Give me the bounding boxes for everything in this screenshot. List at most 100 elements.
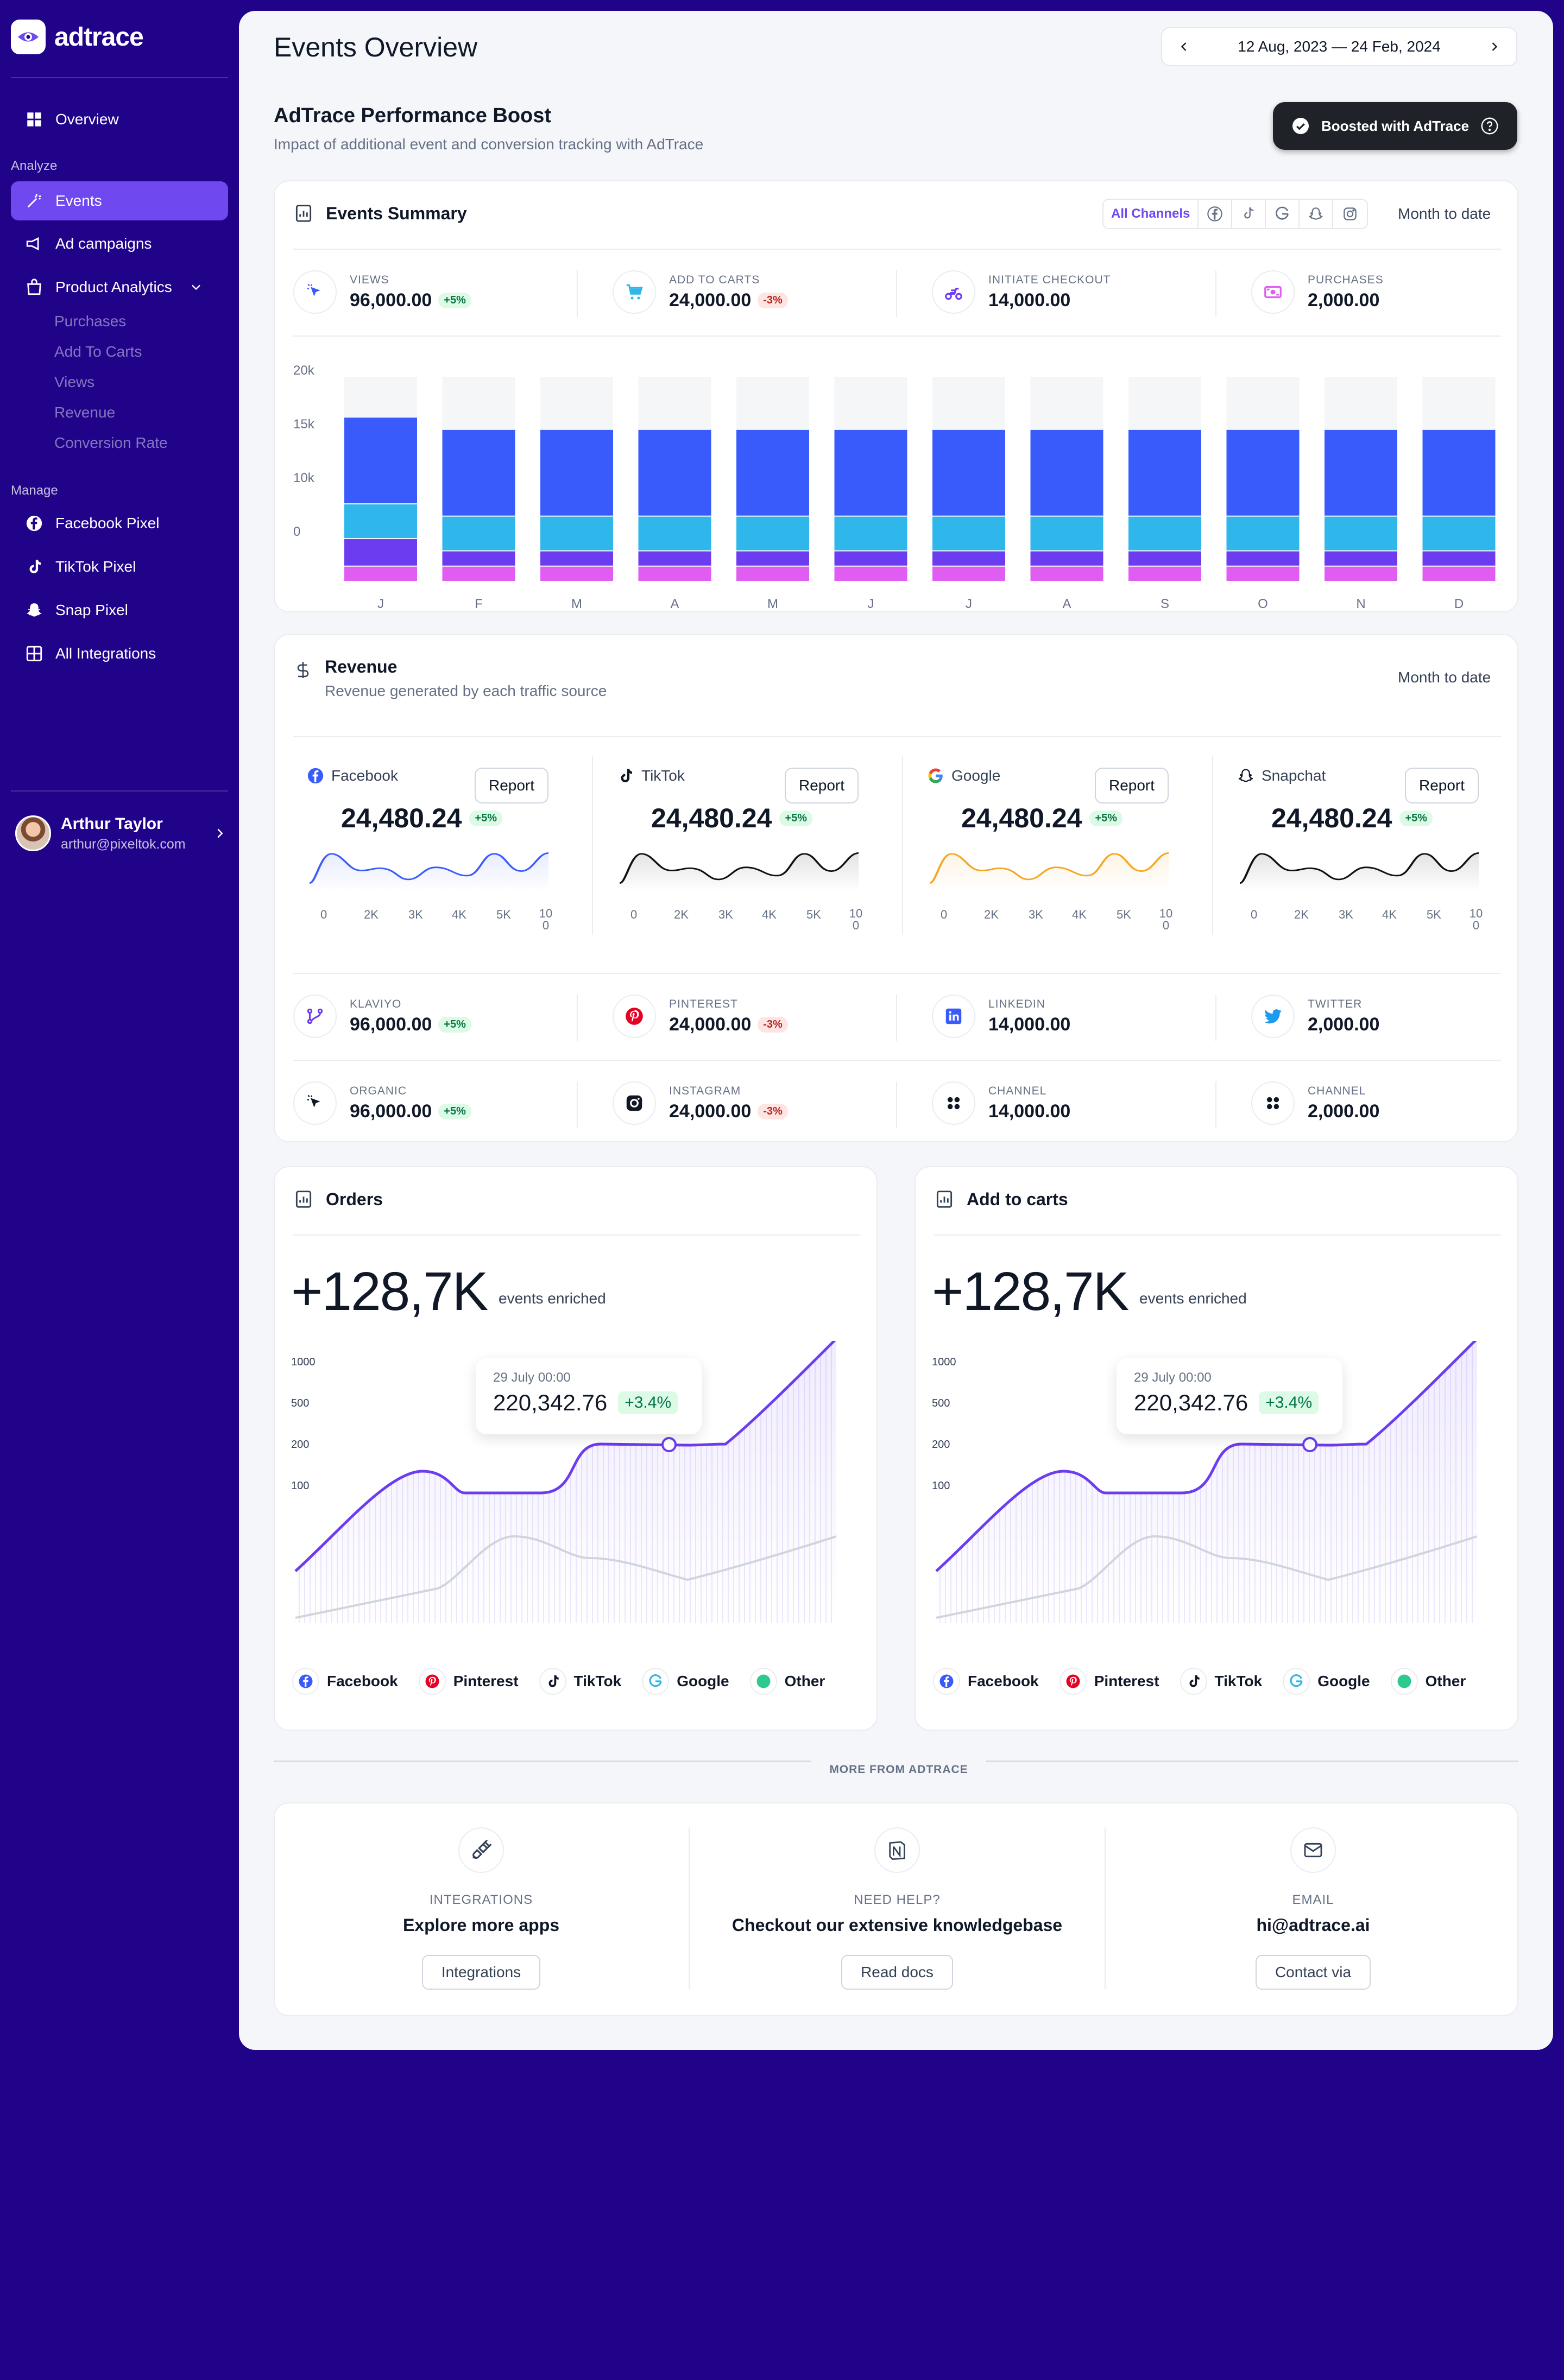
bar-segment-add-to-carts[interactable] — [442, 516, 515, 550]
bar-segment-views[interactable] — [834, 429, 907, 516]
sidebar-item-tiktok-pixel[interactable]: TikTok Pixel — [11, 547, 228, 586]
sidebar-item-product-analytics[interactable]: Product Analytics — [11, 268, 228, 307]
bar-segment-purchases[interactable] — [736, 566, 809, 581]
report-button[interactable]: Report — [785, 768, 859, 803]
report-button[interactable]: Report — [1405, 768, 1479, 803]
read-docs-button[interactable]: Read docs — [841, 1955, 953, 1990]
legend-item-pinterest[interactable]: Pinterest — [418, 1668, 519, 1695]
sidebar-subitem-views[interactable]: Views — [54, 374, 95, 390]
bar-segment-views[interactable] — [1325, 429, 1397, 516]
bar-segment-purchases[interactable] — [442, 566, 515, 581]
bar-segment-views[interactable] — [344, 417, 417, 504]
contact-button[interactable]: Contact via — [1255, 1955, 1371, 1990]
sidebar-subitem-conversion-rate[interactable]: Conversion Rate — [54, 434, 168, 451]
boosted-button[interactable]: Boosted with AdTrace — [1273, 102, 1517, 150]
user-profile[interactable]: Arthur Taylor arthur@pixeltok.com — [11, 809, 228, 858]
bar-segment-initiate-checkout[interactable] — [834, 551, 907, 566]
bar-segment-purchases[interactable] — [932, 566, 1005, 581]
sidebar-item-facebook-pixel[interactable]: Facebook Pixel — [11, 504, 228, 543]
bar-segment-initiate-checkout[interactable] — [1128, 551, 1201, 566]
filter-all-channels[interactable]: All Channels — [1103, 200, 1199, 228]
bar-segment-add-to-carts[interactable] — [736, 516, 809, 550]
bar-segment-purchases[interactable] — [1226, 566, 1300, 581]
period-selector[interactable]: Month to date — [1398, 669, 1491, 686]
sidebar-item-events[interactable]: Events — [11, 181, 228, 220]
filter-instagram[interactable] — [1333, 200, 1367, 228]
bar-segment-purchases[interactable] — [638, 566, 711, 581]
legend-item-facebook[interactable]: Facebook — [292, 1668, 398, 1695]
divider — [986, 1761, 1518, 1762]
chevron-right-icon[interactable] — [1487, 39, 1502, 54]
logo[interactable]: adtrace — [11, 20, 144, 54]
bar-segment-views[interactable] — [1226, 429, 1300, 516]
bar-segment-add-to-carts[interactable] — [834, 516, 907, 550]
legend-item-pinterest[interactable]: Pinterest — [1059, 1668, 1159, 1695]
sidebar-item-overview[interactable]: Overview — [11, 100, 228, 139]
bar-segment-views[interactable] — [638, 429, 711, 516]
legend-item-other[interactable]: Other — [1390, 1668, 1466, 1695]
bar-segment-initiate-checkout[interactable] — [1325, 551, 1397, 566]
legend-item-other[interactable]: Other — [749, 1668, 825, 1695]
bar-segment-initiate-checkout[interactable] — [932, 551, 1005, 566]
bar-segment-add-to-carts[interactable] — [1325, 516, 1397, 550]
x-tick-label: J — [377, 597, 384, 611]
sidebar-item-all-integrations[interactable]: All Integrations — [11, 634, 228, 673]
bar-segment-views[interactable] — [932, 429, 1005, 516]
sidebar-subitem-add-to-carts[interactable]: Add To Carts — [54, 343, 142, 360]
sidebar-item-ad-campaigns[interactable]: Ad campaigns — [11, 224, 228, 263]
bar-segment-add-to-carts[interactable] — [1422, 516, 1496, 550]
hover-point[interactable] — [1302, 1437, 1317, 1452]
bar-segment-add-to-carts[interactable] — [1128, 516, 1201, 550]
bar-segment-add-to-carts[interactable] — [932, 516, 1005, 550]
bar-segment-initiate-checkout[interactable] — [540, 551, 613, 566]
bar-segment-add-to-carts[interactable] — [1226, 516, 1300, 550]
bar-segment-purchases[interactable] — [1128, 566, 1201, 581]
bar-segment-purchases[interactable] — [1422, 566, 1496, 581]
channel-filter[interactable]: All Channels — [1102, 199, 1368, 229]
bar-segment-initiate-checkout[interactable] — [1030, 551, 1103, 566]
pinterest-icon — [1059, 1668, 1087, 1695]
bar-segment-initiate-checkout[interactable] — [638, 551, 711, 566]
help-main[interactable]: hi@adtrace.ai — [1256, 1915, 1370, 1935]
chevron-left-icon[interactable] — [1176, 39, 1191, 54]
bar-segment-add-to-carts[interactable] — [638, 516, 711, 550]
filter-facebook[interactable] — [1199, 200, 1233, 228]
filter-tiktok[interactable] — [1232, 200, 1266, 228]
legend-item-tiktok[interactable]: TikTok — [539, 1668, 621, 1695]
legend-item-google[interactable]: Google — [1283, 1668, 1370, 1695]
bar-segment-purchases[interactable] — [540, 566, 613, 581]
filter-google[interactable] — [1266, 200, 1300, 228]
integrations-button[interactable]: Integrations — [421, 1955, 541, 1990]
sidebar-subitem-purchases[interactable]: Purchases — [54, 313, 127, 330]
bar-segment-add-to-carts[interactable] — [1030, 516, 1103, 550]
hover-point[interactable] — [661, 1437, 677, 1452]
bar-segment-initiate-checkout[interactable] — [442, 551, 515, 566]
date-range-picker[interactable]: 12 Aug, 2023 — 24 Feb, 2024 — [1161, 27, 1517, 66]
report-button[interactable]: Report — [475, 768, 548, 803]
filter-snapchat[interactable] — [1300, 200, 1334, 228]
bar-segment-views[interactable] — [1422, 429, 1496, 516]
bar-segment-purchases[interactable] — [834, 566, 907, 581]
sidebar-subitem-revenue[interactable]: Revenue — [54, 404, 116, 421]
bar-segment-views[interactable] — [442, 429, 515, 516]
bar-segment-add-to-carts[interactable] — [344, 504, 417, 539]
bar-segment-purchases[interactable] — [344, 566, 417, 581]
bar-segment-initiate-checkout[interactable] — [344, 539, 417, 566]
bar-segment-initiate-checkout[interactable] — [736, 551, 809, 566]
bar-segment-views[interactable] — [736, 429, 809, 516]
bar-segment-views[interactable] — [1030, 429, 1103, 516]
bar-segment-views[interactable] — [1128, 429, 1201, 516]
report-button[interactable]: Report — [1095, 768, 1169, 803]
help-icon[interactable] — [1480, 116, 1499, 136]
legend-item-tiktok[interactable]: TikTok — [1180, 1668, 1262, 1695]
legend-item-google[interactable]: Google — [642, 1668, 729, 1695]
bar-segment-purchases[interactable] — [1030, 566, 1103, 581]
bar-segment-views[interactable] — [540, 429, 613, 516]
bar-segment-initiate-checkout[interactable] — [1226, 551, 1300, 566]
bar-segment-add-to-carts[interactable] — [540, 516, 613, 550]
bar-segment-initiate-checkout[interactable] — [1422, 551, 1496, 566]
sidebar-item-snap-pixel[interactable]: Snap Pixel — [11, 591, 228, 630]
period-selector[interactable]: Month to date — [1398, 205, 1491, 222]
bar-segment-purchases[interactable] — [1325, 566, 1397, 581]
legend-item-facebook[interactable]: Facebook — [933, 1668, 1039, 1695]
